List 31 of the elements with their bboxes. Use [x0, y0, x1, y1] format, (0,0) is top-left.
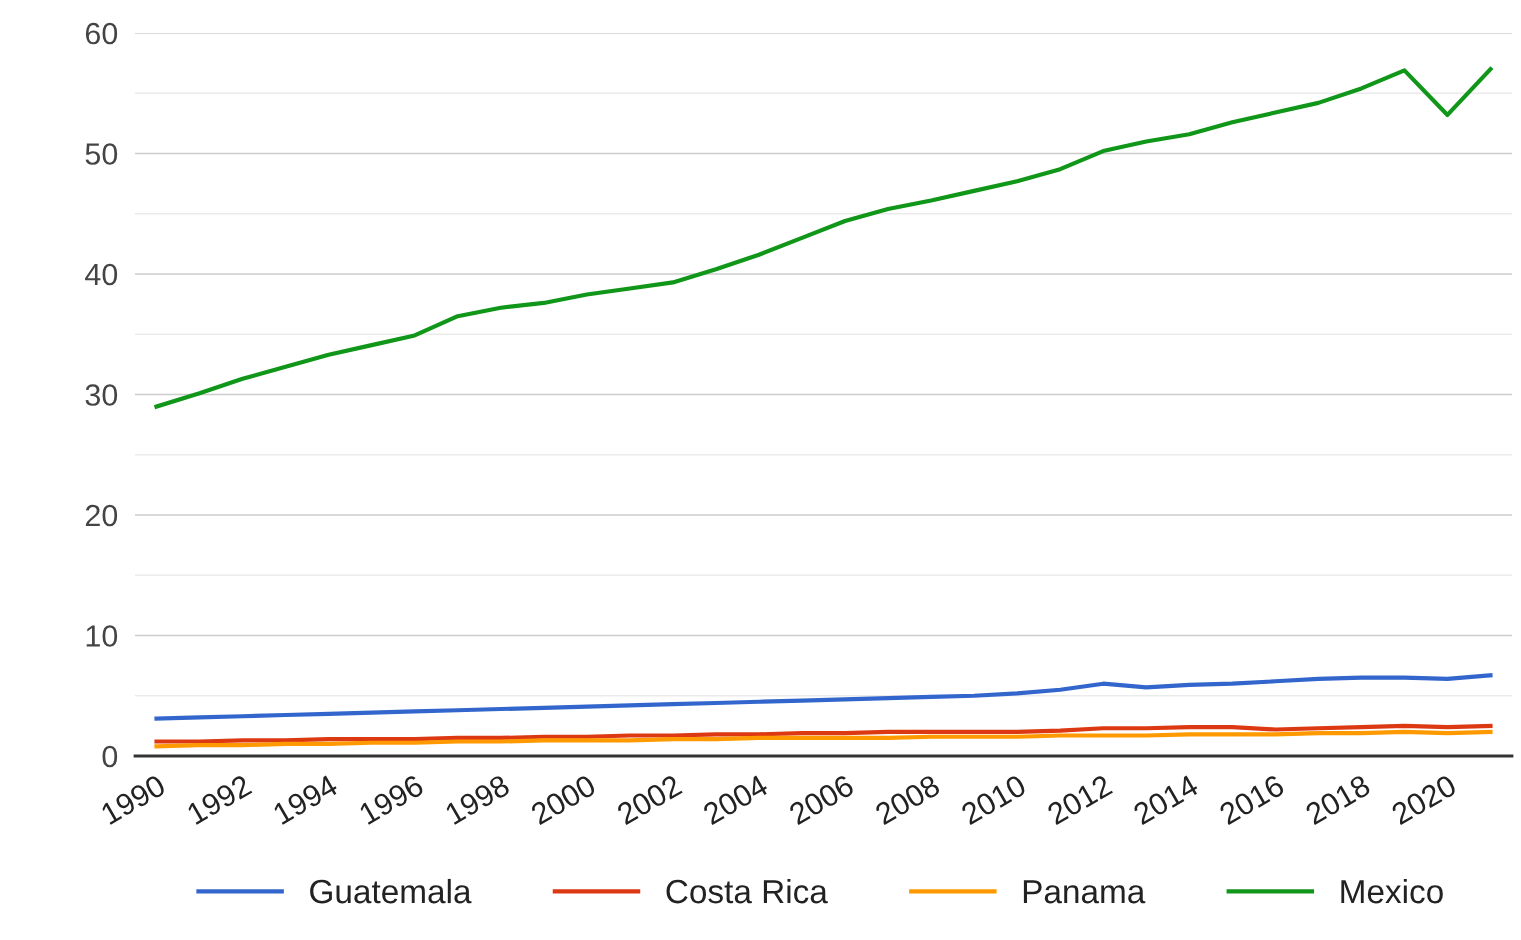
y-tick-label: 10 — [86, 625, 118, 647]
line-series — [154, 729, 1493, 749]
legend-label: Costa Rica — [666, 878, 828, 904]
x-tick-label: 1992 — [186, 774, 253, 825]
line-series — [154, 673, 1493, 721]
x-tick-label: 2008 — [873, 774, 942, 826]
legend-label: Panama — [1023, 880, 1146, 904]
x-tick-label: 2010 — [960, 773, 1028, 826]
x-tick-label: 2020 — [1390, 773, 1458, 826]
x-tick-label: 1990 — [100, 773, 167, 825]
y-tick-label: 0 — [102, 745, 118, 768]
legend-label: Guatemala — [310, 878, 472, 904]
legend-label: Mexico — [1341, 878, 1443, 904]
x-tick-label: 2016 — [1218, 774, 1286, 826]
x-tick-label: 1996 — [358, 774, 425, 825]
y-tick-label: 30 — [85, 384, 118, 406]
x-tick-label: 1994 — [272, 773, 340, 825]
x-tick-label: 2000 — [529, 773, 598, 826]
x-tick-label: 2006 — [787, 774, 856, 826]
y-tick-label: 50 — [85, 143, 118, 165]
y-tick-label: 60 — [85, 22, 118, 45]
line-series — [154, 67, 1493, 409]
x-tick-label: 2014 — [1132, 773, 1200, 826]
line-series — [154, 723, 1493, 744]
x-tick-label: 2012 — [1046, 774, 1114, 826]
x-tick-label: 2002 — [615, 774, 683, 826]
x-tick-label: 2004 — [701, 773, 770, 826]
x-tick-label: 1998 — [444, 774, 511, 825]
x-tick-label: 2018 — [1304, 774, 1372, 826]
y-tick-label: 20 — [85, 504, 118, 527]
y-tick-label: 40 — [85, 263, 118, 286]
